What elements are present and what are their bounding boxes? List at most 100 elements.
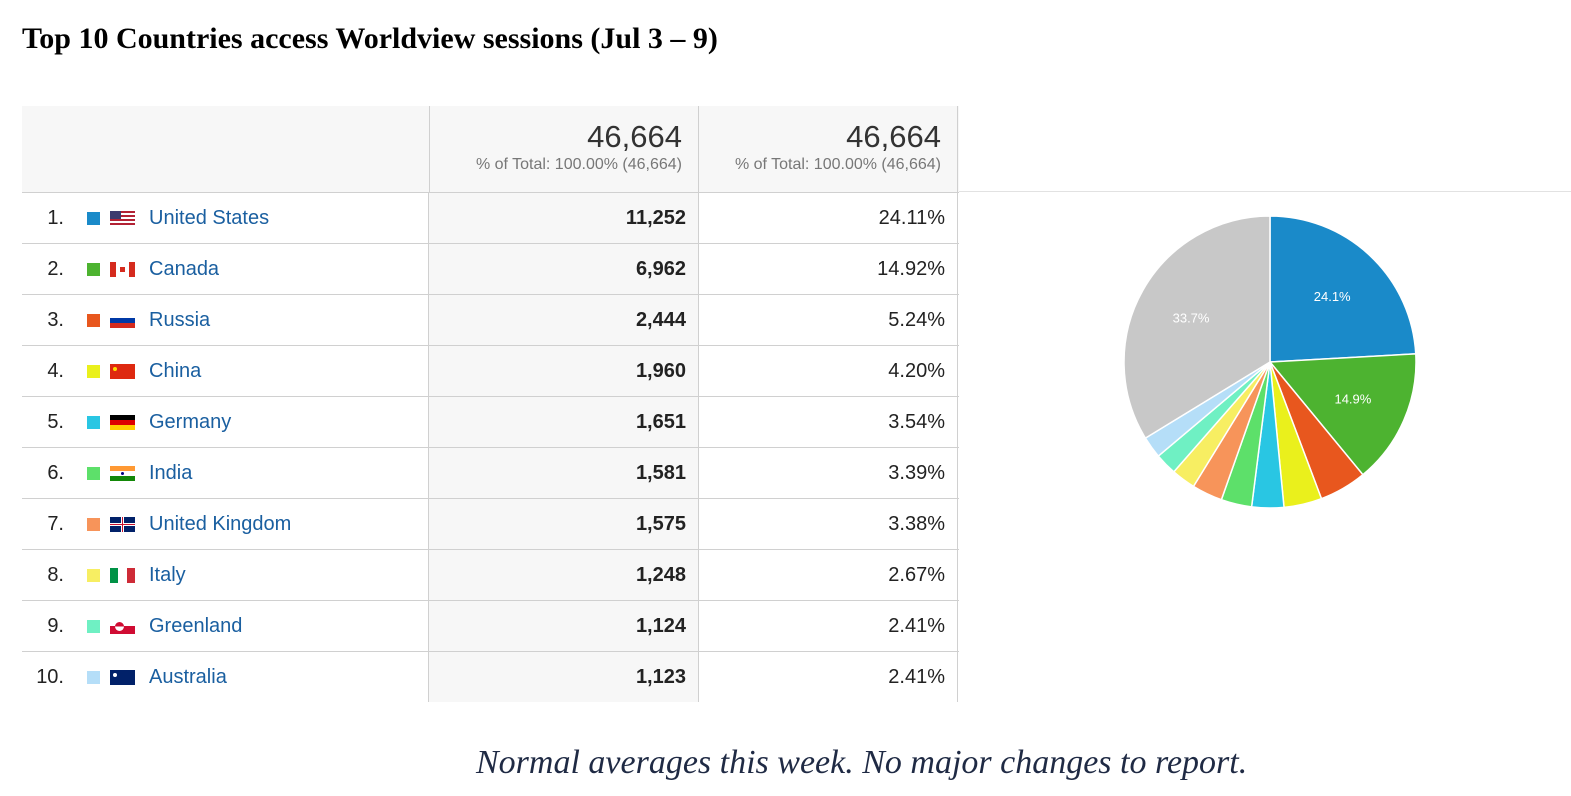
table-row: 7. United Kingdom 1,575 3.38%	[22, 499, 959, 550]
row-rank: 2.	[47, 257, 64, 280]
sessions-value: 1,960	[429, 346, 699, 396]
sessions-value: 1,651	[429, 397, 699, 447]
country-cell: 7. United Kingdom	[22, 499, 429, 549]
country-link[interactable]: Germany	[149, 410, 232, 433]
country-cell: 1. United States	[22, 193, 429, 243]
row-rank: 7.	[47, 512, 64, 535]
table-row: 2. Canada 6,962 14.92%	[22, 244, 959, 295]
percent-value: 3.38%	[699, 499, 958, 549]
row-rank: 1.	[47, 206, 64, 229]
pie-data-label: 14.9%	[1334, 391, 1371, 406]
percent-value: 2.41%	[699, 652, 958, 702]
legend-swatch	[87, 211, 100, 225]
flag-it-icon	[110, 567, 135, 583]
flag-in-icon	[110, 465, 135, 481]
flag-ca-icon	[110, 261, 135, 277]
flag-us-icon	[110, 210, 135, 226]
percent-value: 14.92%	[699, 244, 958, 294]
table-row: 6. India 1,581 3.39%	[22, 448, 959, 499]
sessions-value: 1,123	[429, 652, 699, 702]
country-cell: 2. Canada	[22, 244, 429, 294]
table-row: 3. Russia 2,444 5.24%	[22, 295, 959, 346]
country-link[interactable]: Canada	[149, 257, 220, 280]
country-cell: 10. Australia	[22, 652, 429, 702]
percent-value: 5.24%	[699, 295, 958, 345]
legend-swatch	[87, 517, 100, 531]
header-divider-line	[959, 191, 1571, 192]
percent-value: 3.39%	[699, 448, 958, 498]
pie-slice	[1269, 215, 1417, 363]
country-link[interactable]: Australia	[149, 665, 227, 688]
header-percent-cell: 46,664 % of Total: 100.00% (46,664)	[699, 106, 958, 192]
country-link[interactable]: Russia	[149, 308, 211, 331]
sessions-value: 1,581	[429, 448, 699, 498]
flag-au-icon	[110, 669, 135, 685]
legend-swatch	[87, 415, 100, 429]
pie-data-label: 24.1%	[1314, 289, 1351, 304]
country-cell: 5. Germany	[22, 397, 429, 447]
percent-value: 3.54%	[699, 397, 958, 447]
percent-total: 46,664	[846, 119, 941, 154]
country-link[interactable]: United States	[149, 206, 270, 229]
percent-value: 2.41%	[699, 601, 958, 651]
percent-value: 24.11%	[699, 193, 958, 243]
row-rank: 10.	[36, 665, 64, 688]
legend-swatch	[87, 670, 100, 684]
table-row: 10. Australia 1,123 2.41%	[22, 652, 959, 702]
header-dimension-cell	[22, 106, 430, 192]
country-cell: 3. Russia	[22, 295, 429, 345]
legend-swatch	[87, 262, 100, 276]
row-rank: 8.	[47, 563, 64, 586]
table-row: 1. United States 11,252 24.11%	[22, 193, 959, 244]
legend-swatch	[87, 619, 100, 633]
sessions-pie-chart: 24.1% 14.9% 33.7%	[1123, 215, 1417, 509]
table-row: 8. Italy 1,248 2.67%	[22, 550, 959, 601]
sessions-value: 11,252	[429, 193, 699, 243]
sessions-value: 1,575	[429, 499, 699, 549]
row-rank: 3.	[47, 308, 64, 331]
country-link[interactable]: Italy	[149, 563, 186, 586]
row-rank: 6.	[47, 461, 64, 484]
row-rank: 4.	[47, 359, 64, 382]
country-cell: 8. Italy	[22, 550, 429, 600]
row-rank: 5.	[47, 410, 64, 433]
table-body: 1. United States 11,252 24.11% 2. Canada 6,962…	[22, 193, 959, 702]
table-row: 5. Germany 1,651 3.54%	[22, 397, 959, 448]
flag-de-icon	[110, 414, 135, 430]
row-rank: 9.	[47, 614, 64, 637]
country-cell: 9. Greenland	[22, 601, 429, 651]
table-header: 46,664 % of Total: 100.00% (46,664) 46,6…	[22, 106, 959, 193]
page-title: Top 10 Countries access Worldview sessio…	[22, 22, 718, 55]
flag-gl-icon	[110, 618, 135, 634]
flag-cn-icon	[110, 363, 135, 379]
pie-slice	[1123, 215, 1271, 440]
flag-ru-icon	[110, 312, 135, 328]
summary-note: Normal averages this week. No major chan…	[476, 744, 1248, 781]
table-row: 4. China 1,960 4.20%	[22, 346, 959, 397]
countries-table: 46,664 % of Total: 100.00% (46,664) 46,6…	[22, 106, 959, 702]
legend-swatch	[87, 466, 100, 480]
legend-swatch	[87, 313, 100, 327]
header-sessions-cell: 46,664 % of Total: 100.00% (46,664)	[430, 106, 699, 192]
sessions-total: 46,664	[587, 119, 682, 154]
country-cell: 4. China	[22, 346, 429, 396]
percent-value: 2.67%	[699, 550, 958, 600]
country-link[interactable]: India	[149, 461, 193, 484]
percent-value: 4.20%	[699, 346, 958, 396]
sessions-value: 1,124	[429, 601, 699, 651]
sessions-value: 2,444	[429, 295, 699, 345]
sessions-total-sub: % of Total: 100.00% (46,664)	[475, 156, 682, 173]
legend-swatch	[87, 568, 100, 582]
country-link[interactable]: Greenland	[149, 614, 243, 637]
sessions-value: 1,248	[429, 550, 699, 600]
country-link[interactable]: China	[149, 359, 202, 382]
sessions-value: 6,962	[429, 244, 699, 294]
table-row: 9. Greenland 1,124 2.41%	[22, 601, 959, 652]
country-cell: 6. India	[22, 448, 429, 498]
pie-slice	[1268, 353, 1417, 476]
percent-total-sub: % of Total: 100.00% (46,664)	[734, 156, 941, 173]
country-link[interactable]: United Kingdom	[149, 512, 292, 535]
pie-data-label: 33.7%	[1173, 311, 1210, 326]
flag-gb-icon	[110, 516, 135, 532]
legend-swatch	[87, 364, 100, 378]
